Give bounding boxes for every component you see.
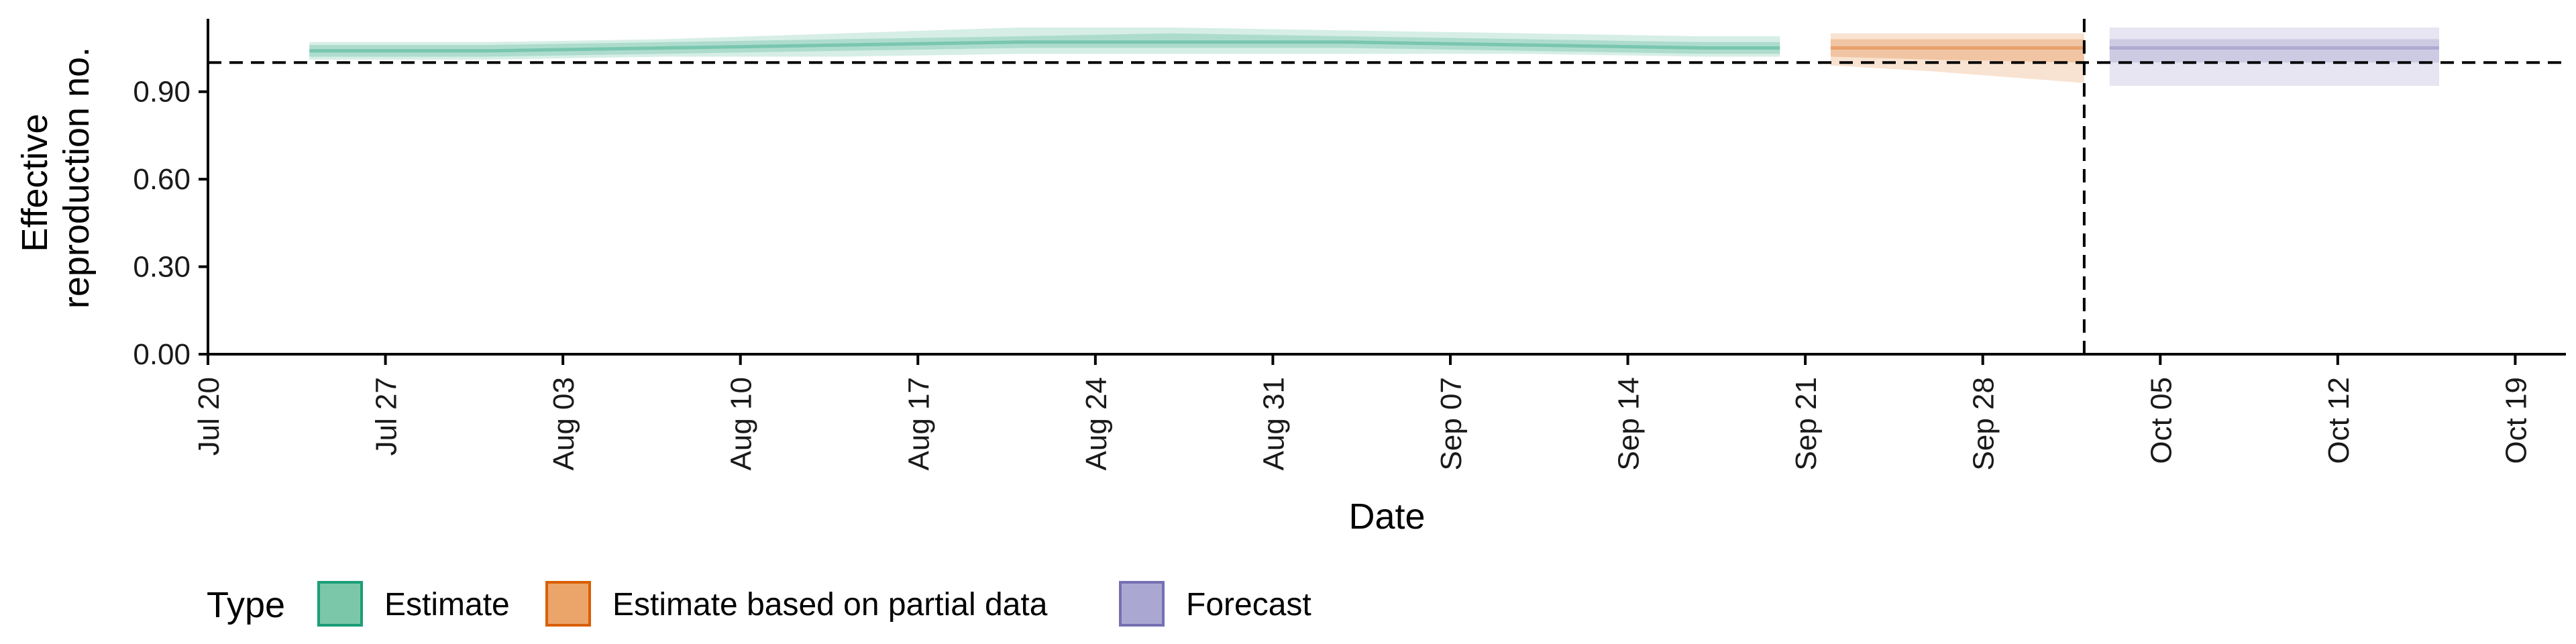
x-axis-title: Date xyxy=(1348,496,1425,537)
x-tick-label: Jul 27 xyxy=(370,377,403,455)
x-tick-label: Oct 19 xyxy=(2500,377,2532,464)
outer-interval-band xyxy=(1830,33,2084,83)
x-tick-label: Aug 10 xyxy=(725,377,758,470)
outer-interval-band xyxy=(2109,28,2439,86)
median-line xyxy=(309,40,1780,53)
y-axis-title: Effective reproduction no. xyxy=(15,47,97,309)
legend-swatch xyxy=(545,581,591,627)
legend-title: Type xyxy=(207,585,285,625)
legend-entry: Estimate based on partial data xyxy=(545,581,1048,627)
legend-swatch xyxy=(317,581,363,627)
series-estimate-based-on-partial-data xyxy=(1830,33,2084,83)
x-tick-label: Aug 03 xyxy=(547,377,580,470)
y-axis-title-line-2: reproduction no. xyxy=(56,47,97,309)
x-tick-label: Sep 14 xyxy=(1613,377,1646,470)
x-tick-label: Jul 20 xyxy=(193,377,225,455)
x-tick-label: Sep 21 xyxy=(1790,377,1823,470)
inner-interval-band xyxy=(309,33,1780,57)
inner-interval-band xyxy=(2109,39,2439,63)
x-tick-label: Sep 07 xyxy=(1435,377,1468,470)
legend-entries: Estimate Estimate based on partial data Fo… xyxy=(317,581,1311,627)
y-axis-ticks: 0.00 0.30 0.60 0.90 xyxy=(133,76,208,371)
legend-swatch xyxy=(1119,581,1165,627)
x-tick-label: Aug 31 xyxy=(1257,377,1290,470)
legend-label: Forecast xyxy=(1186,587,1311,623)
inner-interval-band xyxy=(1830,39,2084,63)
x-tick-label: Aug 24 xyxy=(1080,377,1113,470)
outer-interval-band xyxy=(309,28,1780,60)
x-tick-label: Oct 12 xyxy=(2322,377,2355,464)
series-forecast xyxy=(2109,28,2439,86)
x-tick-label: Oct 05 xyxy=(2145,377,2178,464)
y-tick-label: 0.60 xyxy=(133,163,191,196)
legend: Type Estimate Estimate based on partial d… xyxy=(207,581,1311,627)
y-axis-title-line-1: Effective xyxy=(15,113,55,252)
series-bands xyxy=(309,28,2439,86)
x-tick-label: Aug 17 xyxy=(902,377,935,470)
reference-lines xyxy=(208,19,2566,354)
x-tick-label: Sep 28 xyxy=(1968,377,2000,470)
y-tick-label: 0.00 xyxy=(133,338,191,371)
series-estimate xyxy=(309,28,1780,60)
legend-entry: Estimate xyxy=(317,581,510,627)
legend-label: Estimate xyxy=(384,587,510,623)
axes xyxy=(207,19,2566,356)
x-axis-ticks: Jul 20 Jul 27 Aug 03 Aug 10 Aug 17 Aug 24 Aug … xyxy=(193,354,2532,470)
legend-label: Estimate based on partial data xyxy=(612,587,1048,623)
y-tick-label: 0.30 xyxy=(133,251,191,284)
legend-entry: Forecast xyxy=(1119,581,1311,627)
y-tick-label: 0.90 xyxy=(133,76,191,109)
